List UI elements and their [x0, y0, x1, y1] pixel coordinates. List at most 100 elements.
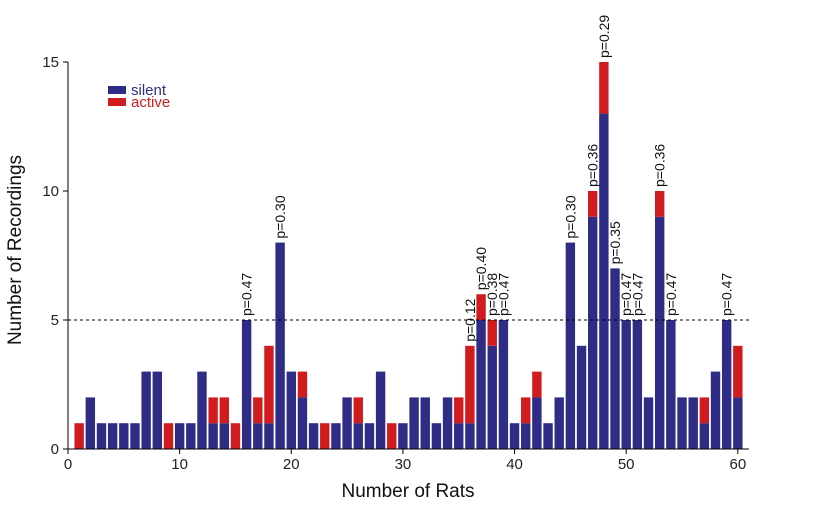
- bar-active-15: [230, 423, 241, 449]
- x-tick-label-40: 40: [506, 456, 523, 473]
- bar-silent-37: [476, 320, 486, 449]
- annotations-layer: p=0.47p=0.30p=0.12p=0.40p=0.38p=0.47p=0.…: [239, 15, 735, 342]
- bar-active-37: [476, 294, 486, 320]
- bar-active-1: [74, 423, 84, 449]
- bar-silent-49: [610, 268, 620, 449]
- bar-silent-41: [521, 423, 531, 449]
- bar-silent-39: [498, 320, 509, 449]
- y-axis-title: Number of Recordings: [5, 155, 26, 345]
- x-tick-label-50: 50: [618, 456, 635, 473]
- bar-silent-5: [119, 423, 129, 449]
- bar-silent-45: [565, 242, 576, 449]
- bar-silent-35: [454, 423, 464, 449]
- bar-silent-19: [275, 242, 285, 449]
- bar-silent-20: [286, 371, 296, 449]
- y-tick-label-15: 15: [42, 54, 59, 71]
- bar-silent-44: [554, 397, 564, 449]
- bar-silent-60: [733, 397, 743, 449]
- bar-silent-58: [710, 371, 721, 449]
- bar-silent-7: [141, 371, 151, 449]
- bar-silent-32: [420, 397, 430, 449]
- bar-silent-2: [85, 397, 96, 449]
- bar-silent-13: [208, 423, 218, 449]
- bar-silent-11: [186, 423, 196, 449]
- bar-active-38: [487, 320, 497, 346]
- y-tick-label-10: 10: [42, 183, 59, 200]
- bar-silent-17: [253, 423, 263, 449]
- bar-silent-4: [107, 423, 118, 449]
- p-value-annotation-47: p=0.36: [585, 144, 601, 187]
- bar-silent-33: [431, 423, 442, 449]
- bar-active-57: [699, 397, 710, 424]
- bar-silent-42: [532, 397, 542, 449]
- x-tick-label-20: 20: [283, 456, 300, 473]
- bar-silent-48: [599, 113, 609, 449]
- legend-label-silent: silent: [131, 82, 167, 99]
- x-tick-label-30: 30: [395, 456, 412, 473]
- p-value-annotation-16: p=0.47: [239, 273, 255, 316]
- bar-silent-53: [654, 216, 665, 449]
- bar-silent-6: [130, 423, 140, 449]
- bar-silent-12: [197, 371, 207, 449]
- bar-active-48: [599, 62, 609, 114]
- bar-silent-30: [398, 423, 408, 449]
- bar-silent-56: [688, 397, 698, 449]
- bar-active-13: [208, 397, 218, 424]
- bar-silent-36: [465, 423, 475, 449]
- bar-active-53: [654, 191, 665, 217]
- bar-silent-10: [174, 423, 185, 449]
- bar-silent-3: [96, 423, 107, 449]
- bars-layer: [74, 62, 743, 449]
- x-tick-label-10: 10: [171, 456, 188, 473]
- bar-active-18: [264, 345, 274, 424]
- bar-active-14: [219, 397, 229, 424]
- p-value-annotation-50: p=0.47: [618, 273, 634, 316]
- bar-active-41: [521, 397, 531, 424]
- bar-active-29: [387, 423, 397, 449]
- bar-silent-25: [342, 397, 352, 449]
- p-value-annotation-37: p=0.40: [473, 247, 489, 290]
- p-value-annotation-49: p=0.35: [607, 221, 623, 264]
- x-tick-label-0: 0: [64, 456, 72, 473]
- bar-silent-55: [677, 397, 687, 449]
- bar-silent-46: [576, 345, 587, 449]
- legend-swatch-active: [108, 98, 126, 106]
- bar-silent-34: [442, 397, 453, 449]
- bar-silent-8: [152, 371, 163, 449]
- bar-active-36: [465, 345, 475, 424]
- y-tick-label-0: 0: [51, 441, 59, 458]
- p-value-annotation-19: p=0.30: [272, 195, 288, 238]
- bar-silent-50: [621, 320, 631, 449]
- legend-label-active: active: [131, 94, 170, 111]
- bar-silent-38: [487, 345, 497, 449]
- bar-silent-18: [264, 423, 274, 449]
- y-tick-label-5: 5: [51, 312, 59, 329]
- bar-active-60: [733, 345, 743, 398]
- p-value-annotation-36: p=0.12: [462, 298, 478, 341]
- p-value-annotation-39: p=0.47: [495, 273, 511, 316]
- bar-silent-47: [588, 216, 598, 449]
- bar-silent-26: [353, 423, 363, 449]
- bar-active-23: [320, 423, 330, 449]
- legend-swatch-silent: [108, 86, 126, 94]
- bar-active-17: [253, 397, 263, 424]
- bar-silent-16: [241, 320, 252, 449]
- bar-active-35: [454, 397, 464, 424]
- x-axis-title: Number of Rats: [341, 481, 474, 502]
- bar-silent-22: [308, 423, 319, 449]
- bar-silent-24: [331, 423, 341, 449]
- p-value-annotation-53: p=0.36: [652, 144, 668, 187]
- p-value-annotation-38: p=0.38: [484, 273, 500, 316]
- bar-silent-27: [364, 423, 375, 449]
- p-value-annotation-51: p=0.47: [629, 273, 645, 316]
- bar-active-47: [588, 191, 598, 217]
- bar-active-26: [353, 397, 363, 424]
- axes-layer: 0 10 20 30 40 50 60 0 5 10 15: [42, 54, 749, 473]
- x-tick-label-60: 60: [729, 456, 746, 473]
- bar-silent-31: [409, 397, 419, 449]
- bar-active-9: [163, 423, 174, 449]
- p-value-annotation-48: p=0.29: [596, 15, 612, 58]
- bar-silent-21: [297, 397, 308, 449]
